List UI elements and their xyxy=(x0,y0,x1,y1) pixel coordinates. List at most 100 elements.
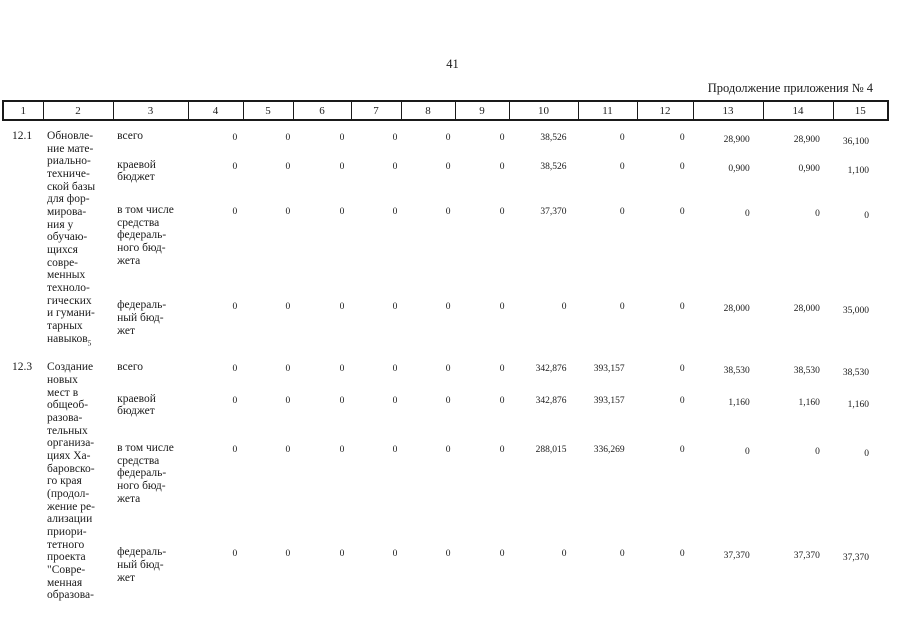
table-body: 12.1 Обновле- ние мате- риально- техниче-… xyxy=(2,130,888,614)
value-cell: 0 xyxy=(285,549,291,560)
value-cell: 0 xyxy=(864,210,869,221)
value-cell: 0 xyxy=(499,549,505,560)
value-cell: 0 xyxy=(815,447,820,458)
value-cell: 0 xyxy=(445,549,451,560)
value-cell: 35,000 xyxy=(842,306,869,317)
value-cell: 38,526 xyxy=(540,161,567,172)
budget-type-label: всего xyxy=(117,361,144,374)
value-cell: 0 xyxy=(499,395,505,406)
budget-type-label: федераль- ный бюд- жет xyxy=(117,299,167,337)
value-cell: 0 xyxy=(339,549,345,560)
value-cell: 0 xyxy=(445,161,451,172)
value-cell: 0 xyxy=(232,549,238,560)
row-title: Создание новых мест в общеоб- разова- те… xyxy=(42,361,112,613)
value-cell: 0 xyxy=(339,161,345,172)
page-number: 41 xyxy=(446,57,459,71)
value-cell: 0 xyxy=(445,395,451,406)
value-cell: 288,015 xyxy=(535,445,567,456)
budget-type-label: краевой бюджет xyxy=(117,158,156,184)
column-number-cell: 10 xyxy=(508,100,579,121)
value-cell: 0 xyxy=(561,302,567,313)
value-cell: 342,876 xyxy=(535,395,567,406)
column-number-cell: 1 xyxy=(2,100,44,121)
value-cell: 0 xyxy=(445,133,451,143)
value-cell: 0 xyxy=(864,449,869,460)
value-cell: 0 xyxy=(619,549,625,560)
column-number-cell: 9 xyxy=(454,100,510,121)
column-number-cell: 5 xyxy=(242,100,294,121)
value-cell: 1,160 xyxy=(847,399,869,410)
column-number-header-row: 1 2 3 4 5 6 7 8 9 10 11 12 13 14 15 xyxy=(2,100,889,121)
value-cell: 1,160 xyxy=(798,397,820,408)
value-cell: 0 xyxy=(679,364,685,375)
footnote-reference: 5 xyxy=(87,337,92,347)
column-number-cell: 11 xyxy=(577,100,638,121)
value-cell: 37,370 xyxy=(842,553,869,564)
value-cell: 0 xyxy=(445,445,451,456)
value-cell: 28,000 xyxy=(723,304,750,315)
value-cell: 0 xyxy=(679,133,685,143)
column-number-cell: 6 xyxy=(292,100,352,121)
value-cell: 28,900 xyxy=(723,135,750,145)
value-cell: 0 xyxy=(285,364,291,375)
value-cell: 0 xyxy=(285,133,291,143)
table-row: федераль- ный бюд- жет 0 0 0 0 0 0 0 0 0 28,000 28,… xyxy=(2,299,888,361)
value-cell: 0 xyxy=(499,445,505,456)
value-cell: 0 xyxy=(445,206,451,217)
value-cell: 0 xyxy=(392,206,398,217)
value-cell: 0 xyxy=(392,395,398,406)
value-cell: 0 xyxy=(339,445,345,456)
row-title-text: Создание новых мест в общеоб- разова- те… xyxy=(47,361,95,602)
value-cell: 0 xyxy=(392,133,398,143)
value-cell: 1,160 xyxy=(728,397,750,408)
row-index: 12.3 xyxy=(12,361,33,374)
table-row: 12.1 Обновле- ние мате- риально- техниче-… xyxy=(2,130,888,347)
value-cell: 38,526 xyxy=(540,133,567,143)
column-number-cell: 15 xyxy=(832,100,889,121)
value-cell: 0 xyxy=(619,302,625,313)
column-number-cell: 14 xyxy=(762,100,834,121)
value-cell: 0 xyxy=(679,445,685,456)
budget-type-label: всего xyxy=(117,130,144,142)
value-cell: 0 xyxy=(679,549,685,560)
column-number-cell: 13 xyxy=(692,100,764,121)
value-cell: 0 xyxy=(285,302,291,313)
value-cell: 38,530 xyxy=(793,366,820,377)
value-cell: 0 xyxy=(499,302,505,313)
column-number-cell: 12 xyxy=(636,100,694,121)
table-row: федераль- ный бюд- жет 0 0 0 0 0 0 0 0 0 37,370 37,… xyxy=(2,546,888,614)
table-row: 12.3 Создание новых мест в общеоб- разова… xyxy=(2,361,888,601)
value-cell: 0 xyxy=(745,208,750,219)
budget-type-label: федераль- ный бюд- жет xyxy=(117,546,167,584)
value-cell: 393,157 xyxy=(593,364,625,375)
value-cell: 0 xyxy=(445,364,451,375)
value-cell: 0 xyxy=(392,302,398,313)
column-number-cell: 4 xyxy=(187,100,244,121)
value-cell: 0 xyxy=(285,206,291,217)
value-cell: 0 xyxy=(232,133,238,143)
value-cell: 1,100 xyxy=(847,165,869,176)
row-title-text: Обновле- ние мате- риально- техниче- ско… xyxy=(47,130,96,345)
value-cell: 0 xyxy=(499,364,505,375)
value-cell: 28,000 xyxy=(793,304,820,315)
value-cell: 0 xyxy=(339,364,345,375)
value-cell: 0 xyxy=(679,161,685,172)
value-cell: 0,900 xyxy=(798,163,820,174)
value-cell: 0 xyxy=(392,549,398,560)
value-cell: 0 xyxy=(339,395,345,406)
budget-type-label: в том числе средства федераль- ного бюд-… xyxy=(117,203,174,267)
column-number-cell: 8 xyxy=(400,100,456,121)
value-cell: 37,370 xyxy=(723,551,750,562)
value-cell: 336,269 xyxy=(593,445,625,456)
column-number-cell: 3 xyxy=(112,100,189,121)
value-cell: 0 xyxy=(619,206,625,217)
value-cell: 0 xyxy=(285,445,291,456)
appendix-table: 1 2 3 4 5 6 7 8 9 10 11 12 13 14 15 12.1 Обновле- ние м… xyxy=(2,100,889,614)
value-cell: 37,370 xyxy=(793,551,820,562)
value-cell: 0 xyxy=(339,206,345,217)
value-cell: 28,900 xyxy=(793,135,820,145)
value-cell: 0 xyxy=(285,161,291,172)
appendix-continuation-label: Продолжение приложения № 4 xyxy=(707,81,873,95)
value-cell: 0 xyxy=(679,395,685,406)
value-cell: 0 xyxy=(499,206,505,217)
